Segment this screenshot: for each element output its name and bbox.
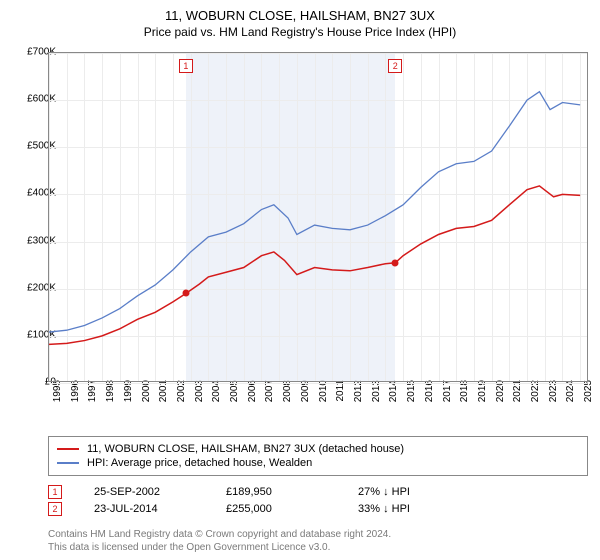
x-tick-label: 2008: [282, 380, 293, 420]
x-tick-label: 2005: [229, 380, 240, 420]
x-tick-label: 2018: [459, 380, 470, 420]
x-tick-label: 2004: [211, 380, 222, 420]
legend: 11, WOBURN CLOSE, HAILSHAM, BN27 3UX (de…: [48, 436, 588, 476]
marker-row: 2 23-JUL-2014 £255,000 33% ↓ HPI: [48, 502, 458, 516]
x-tick-label: 1999: [123, 380, 134, 420]
x-tick-label: 2007: [264, 380, 275, 420]
x-tick-label: 2022: [530, 380, 541, 420]
x-tick-label: 2003: [194, 380, 205, 420]
marker-row: 1 25-SEP-2002 £189,950 27% ↓ HPI: [48, 485, 458, 499]
marker-row-badge: 1: [48, 485, 62, 499]
legend-row: HPI: Average price, detached house, Weal…: [57, 457, 579, 469]
x-tick-label: 2023: [548, 380, 559, 420]
chart-lines: [49, 53, 589, 383]
x-tick-label: 2015: [406, 380, 417, 420]
legend-label: HPI: Average price, detached house, Weal…: [87, 457, 312, 469]
marker-price: £189,950: [226, 486, 326, 498]
x-tick-label: 2006: [247, 380, 258, 420]
x-tick-label: 1997: [87, 380, 98, 420]
x-tick-label: 2010: [318, 380, 329, 420]
chart-marker-badge: 1: [179, 59, 193, 73]
chart-plot-area: 12: [48, 52, 588, 382]
x-tick-label: 2014: [388, 380, 399, 420]
x-tick-label: 2024: [565, 380, 576, 420]
x-tick-label: 2000: [141, 380, 152, 420]
title-line-1: 11, WOBURN CLOSE, HAILSHAM, BN27 3UX: [0, 8, 600, 23]
legend-label: 11, WOBURN CLOSE, HAILSHAM, BN27 3UX (de…: [87, 443, 404, 455]
legend-swatch: [57, 448, 79, 450]
x-tick-label: 2017: [442, 380, 453, 420]
title-block: 11, WOBURN CLOSE, HAILSHAM, BN27 3UX Pri…: [0, 0, 600, 39]
x-tick-label: 1996: [70, 380, 81, 420]
footer-line-1: Contains HM Land Registry data © Crown c…: [48, 529, 391, 542]
marker-date: 25-SEP-2002: [94, 486, 194, 498]
x-tick-label: 2001: [158, 380, 169, 420]
chart-marker-badge: 2: [388, 59, 402, 73]
x-tick-label: 2020: [495, 380, 506, 420]
x-tick-label: 2025: [583, 380, 594, 420]
marker-pct-vs-hpi: 33% ↓ HPI: [358, 503, 458, 515]
sale-dot: [182, 290, 189, 297]
x-tick-label: 2009: [300, 380, 311, 420]
sale-markers-table: 1 25-SEP-2002 £189,950 27% ↓ HPI 2 23-JUL-201…: [48, 482, 458, 519]
x-tick-label: 1995: [52, 380, 63, 420]
title-line-2: Price paid vs. HM Land Registry's House …: [0, 25, 600, 39]
marker-pct-vs-hpi: 27% ↓ HPI: [358, 486, 458, 498]
x-tick-label: 2012: [353, 380, 364, 420]
x-tick-label: 2021: [512, 380, 523, 420]
x-tick-label: 2011: [335, 380, 346, 420]
footer-attribution: Contains HM Land Registry data © Crown c…: [48, 529, 391, 554]
footer-line-2: This data is licensed under the Open Gov…: [48, 542, 391, 555]
x-tick-label: 2013: [371, 380, 382, 420]
x-tick-label: 1998: [105, 380, 116, 420]
marker-price: £255,000: [226, 503, 326, 515]
sale-dot: [392, 259, 399, 266]
x-tick-label: 2019: [477, 380, 488, 420]
marker-date: 23-JUL-2014: [94, 503, 194, 515]
x-tick-label: 2002: [176, 380, 187, 420]
x-tick-label: 2016: [424, 380, 435, 420]
chart-container: 11, WOBURN CLOSE, HAILSHAM, BN27 3UX Pri…: [0, 0, 600, 560]
legend-swatch: [57, 462, 79, 464]
legend-row: 11, WOBURN CLOSE, HAILSHAM, BN27 3UX (de…: [57, 443, 579, 455]
series-property: [49, 186, 580, 344]
marker-row-badge: 2: [48, 502, 62, 516]
